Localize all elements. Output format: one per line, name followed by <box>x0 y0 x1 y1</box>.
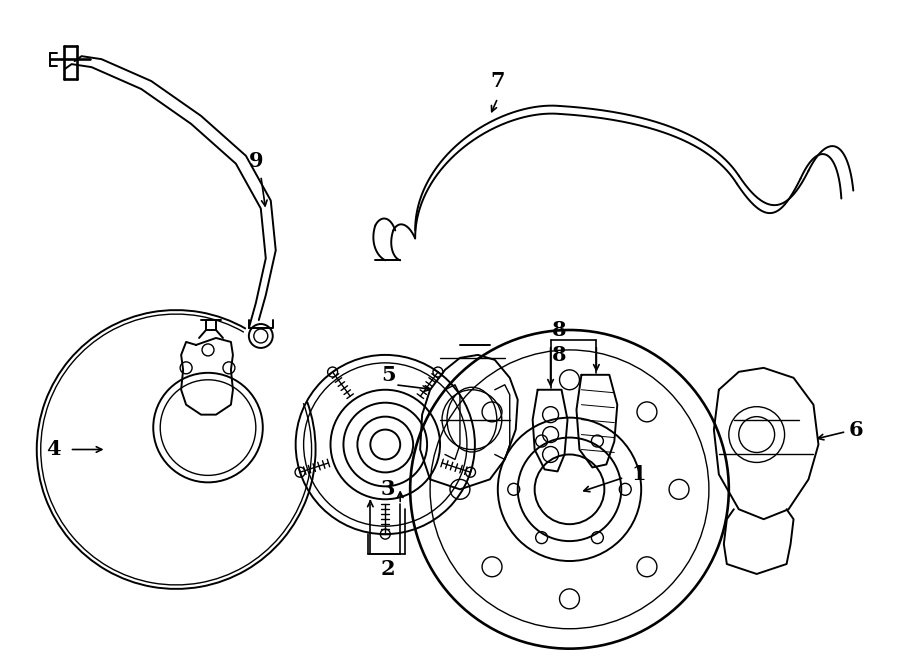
Text: 7: 7 <box>491 71 505 91</box>
Text: 8: 8 <box>553 320 567 340</box>
Text: 6: 6 <box>849 420 864 440</box>
Text: 9: 9 <box>248 151 263 171</box>
Text: 1: 1 <box>632 465 646 485</box>
Text: 5: 5 <box>381 365 396 385</box>
Text: 8: 8 <box>553 345 567 365</box>
Text: 2: 2 <box>381 559 396 579</box>
Text: 4: 4 <box>47 440 61 459</box>
Text: 3: 3 <box>381 479 395 499</box>
